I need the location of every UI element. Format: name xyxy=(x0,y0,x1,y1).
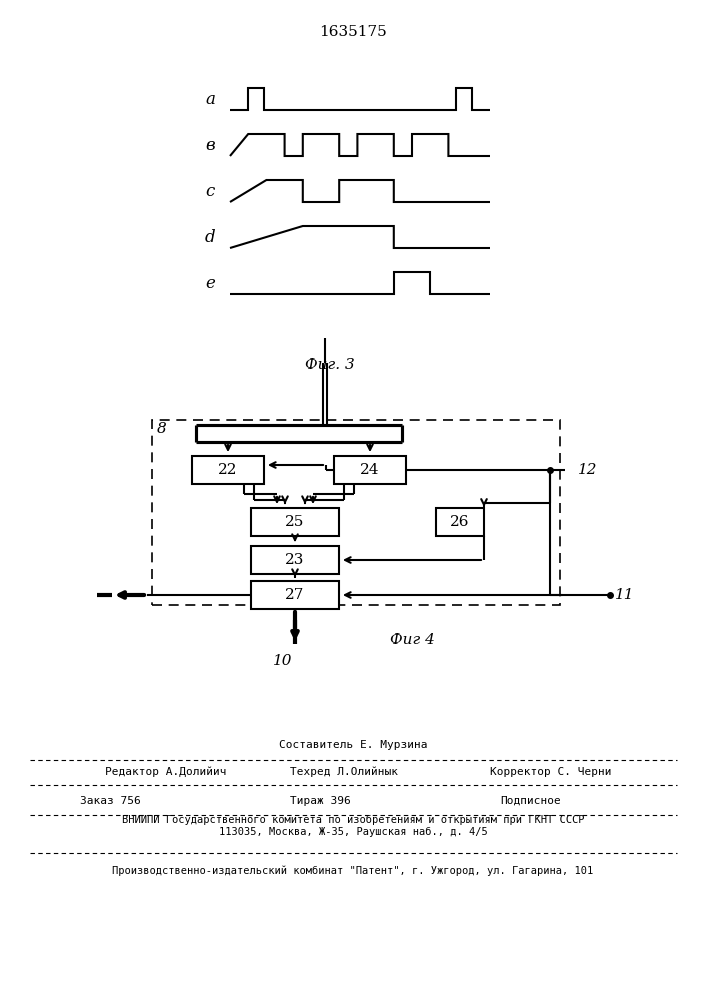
Text: ВНИИПИ Государственного комитета по изобретениям и открытиям при ГКНТ СССР: ВНИИПИ Государственного комитета по изоб… xyxy=(122,815,584,825)
Text: 10: 10 xyxy=(273,654,293,668)
Text: c: c xyxy=(206,182,215,200)
Text: 1635175: 1635175 xyxy=(319,25,387,39)
Text: Фиг. 3: Фиг. 3 xyxy=(305,358,355,372)
Bar xyxy=(251,546,339,574)
Text: 23: 23 xyxy=(286,553,305,567)
Text: 11: 11 xyxy=(615,588,634,602)
Bar xyxy=(251,581,339,609)
Text: Корректор С. Черни: Корректор С. Черни xyxy=(490,767,612,777)
Text: Редактор А.Долийич: Редактор А.Долийич xyxy=(105,767,226,777)
Text: Заказ 756: Заказ 756 xyxy=(80,796,141,806)
Text: Составитель Е. Мурзина: Составитель Е. Мурзина xyxy=(279,740,427,750)
Text: Подписное: Подписное xyxy=(500,796,561,806)
Text: Фиг 4: Фиг 4 xyxy=(390,633,435,647)
Text: 27: 27 xyxy=(286,588,305,602)
Bar xyxy=(251,508,339,536)
Bar xyxy=(192,456,264,484)
Text: e: e xyxy=(205,274,215,292)
Text: a: a xyxy=(205,91,215,107)
Text: d: d xyxy=(204,229,215,245)
Bar xyxy=(436,508,484,536)
Text: 12: 12 xyxy=(578,463,597,477)
Bar xyxy=(334,456,406,484)
Text: 25: 25 xyxy=(286,515,305,529)
Text: 24: 24 xyxy=(361,463,380,477)
Text: 26: 26 xyxy=(450,515,469,529)
Text: Производственно-издательский комбинат "Патент", г. Ужгород, ул. Гагарина, 101: Производственно-издательский комбинат "П… xyxy=(112,865,594,876)
Text: 113035, Москва, Ж-35, Раушская наб., д. 4/5: 113035, Москва, Ж-35, Раушская наб., д. … xyxy=(218,827,487,837)
Text: Техред Л.Олийнык: Техред Л.Олийнык xyxy=(290,767,398,777)
Text: 8: 8 xyxy=(157,422,167,436)
Text: 22: 22 xyxy=(218,463,238,477)
Bar xyxy=(152,420,560,605)
Text: Тираж 396: Тираж 396 xyxy=(290,796,351,806)
Text: в: в xyxy=(205,136,215,153)
